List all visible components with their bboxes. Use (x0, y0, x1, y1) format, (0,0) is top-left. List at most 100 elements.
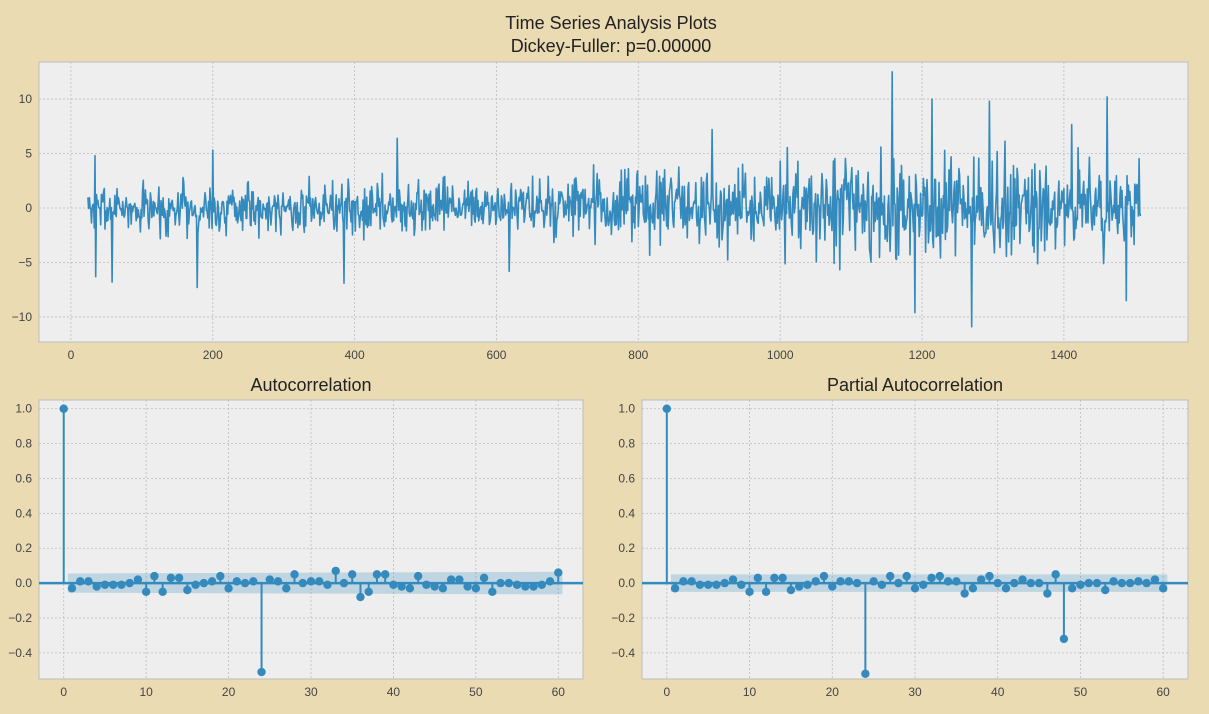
stem-marker (778, 573, 787, 583)
stem-marker (125, 578, 134, 588)
x-tick-label: 30 (304, 685, 318, 699)
stem-marker (446, 575, 456, 584)
stem-marker (952, 577, 961, 586)
stem-marker (150, 571, 159, 581)
stem-marker (257, 667, 266, 677)
x-tick-label: 30 (908, 685, 922, 699)
y-tick-label: −0.2 (611, 611, 635, 625)
stem-marker (67, 584, 77, 593)
x-tick-label: 200 (203, 348, 223, 362)
y-tick-label: 0.2 (15, 541, 32, 555)
stem-marker (1150, 575, 1160, 584)
y-tick-label: 0.2 (618, 541, 635, 555)
stem-marker (488, 587, 497, 597)
stem-marker (728, 575, 738, 584)
stem-marker (92, 582, 101, 591)
stem-marker (976, 575, 986, 584)
stem-marker (712, 580, 721, 590)
pacf-axes: 0 10 20 30 40 50 60 −0.4 −0.2 0.0 0.2 0.4 0.6 0.8 1.0 P… (611, 375, 1189, 699)
stem-marker (348, 570, 357, 579)
y-tick-label: 1.0 (15, 402, 32, 416)
stem-marker (844, 577, 854, 586)
x-tick-label: 40 (387, 685, 401, 699)
x-tick-label: 20 (222, 685, 236, 699)
stem-marker (339, 578, 349, 588)
stem-marker (1076, 580, 1085, 590)
x-tick-label: 60 (552, 685, 566, 699)
x-tick-label: 50 (1074, 685, 1088, 699)
stem-marker (662, 404, 672, 413)
x-tick-label: 400 (345, 348, 365, 362)
stem-marker (207, 577, 217, 586)
stem-marker (935, 571, 945, 581)
stem-marker (471, 584, 481, 593)
stem-marker (232, 577, 242, 586)
stem-marker (1018, 575, 1027, 584)
stem-marker (993, 578, 1002, 588)
x-tick-label: 10 (743, 685, 757, 699)
stem-marker (323, 580, 332, 590)
y-tick-label: 0.6 (15, 471, 32, 485)
stem-marker (265, 575, 274, 584)
stem-marker (224, 584, 233, 593)
x-tick-label: 40 (991, 685, 1005, 699)
x-tick-label: 600 (486, 348, 506, 362)
stem-marker (1043, 589, 1052, 598)
suptitle-line1: Time Series Analysis Plots (505, 13, 716, 33)
stem-marker (819, 571, 829, 581)
stem-marker (1117, 578, 1127, 588)
x-tick-label: 0 (60, 685, 67, 699)
stem-marker (380, 570, 390, 579)
x-tick-label: 0 (68, 348, 75, 362)
stem-marker (968, 584, 978, 593)
x-tick-label: 1000 (767, 348, 794, 362)
stem-marker (761, 587, 771, 597)
stem-marker (331, 566, 340, 576)
stem-marker (985, 571, 994, 581)
stem-marker (737, 580, 746, 590)
stem-marker (183, 585, 192, 595)
stem-marker (720, 578, 729, 588)
stem-marker (59, 404, 68, 413)
y-tick-label: 0.0 (15, 576, 32, 590)
stem-marker (753, 573, 763, 583)
stem-marker (910, 584, 920, 593)
stem-marker (703, 580, 713, 590)
stem-marker (679, 577, 688, 586)
x-tick-label: 0 (663, 685, 670, 699)
stem-marker (249, 577, 258, 586)
stem-marker (100, 580, 110, 590)
x-tick-label: 20 (826, 685, 840, 699)
stem-marker (240, 578, 250, 588)
stem-marker (877, 580, 887, 590)
x-tick-label: 10 (139, 685, 153, 699)
stem-marker (770, 573, 779, 583)
stem-marker (356, 592, 365, 602)
stem-marker (1125, 578, 1135, 588)
y-tick-label: −10 (12, 310, 33, 324)
stem-marker (512, 580, 522, 590)
stem-marker (803, 580, 812, 590)
y-tick-label: 0 (25, 201, 32, 215)
x-tick-label: 50 (469, 685, 483, 699)
stem-marker (852, 578, 862, 588)
stem-marker (894, 578, 903, 588)
y-tick-label: −0.2 (8, 611, 32, 625)
stem-marker (869, 577, 878, 586)
stem-marker (828, 582, 837, 591)
stem-marker (199, 578, 209, 588)
stem-marker (166, 573, 176, 583)
stem-marker (545, 577, 555, 586)
stem-marker (158, 587, 167, 597)
stem-marker (389, 580, 398, 590)
stem-marker (1142, 578, 1151, 588)
stem-marker (902, 571, 911, 581)
stem-marker (298, 578, 307, 588)
stem-marker (1051, 570, 1060, 579)
y-tick-label: 0.8 (618, 437, 635, 451)
stem-marker (108, 580, 118, 590)
stem-marker (521, 582, 530, 591)
y-tick-label: 1.0 (618, 402, 635, 416)
stem-marker (191, 580, 200, 590)
stem-marker (794, 582, 804, 591)
